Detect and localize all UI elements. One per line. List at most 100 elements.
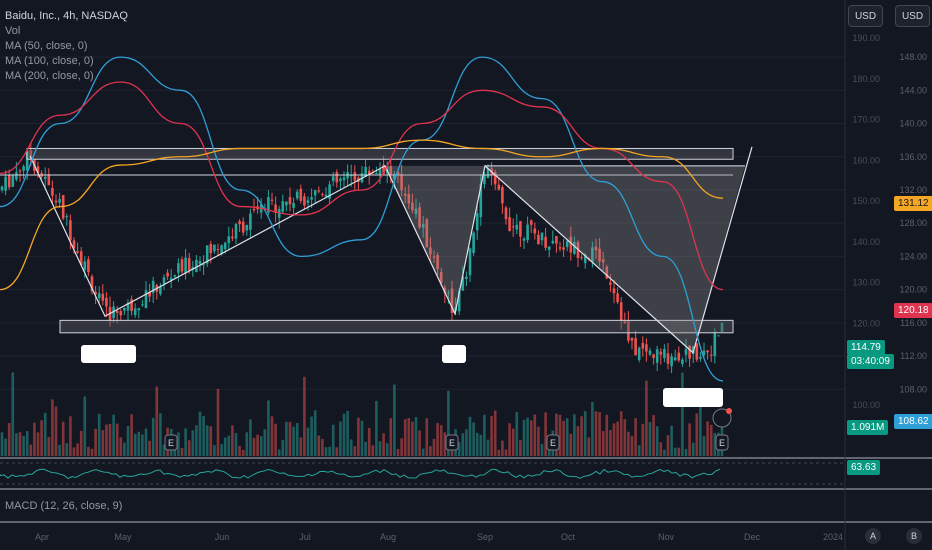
volume-bar <box>76 443 79 456</box>
event-dot <box>726 408 732 414</box>
candle-body <box>375 173 378 175</box>
candle-body <box>565 240 569 248</box>
label-box <box>81 345 136 363</box>
volume-bar <box>267 400 270 456</box>
volume-bar <box>83 396 87 456</box>
volume-bar <box>627 431 630 456</box>
volume-bar <box>43 412 47 456</box>
candle-body <box>234 223 238 239</box>
volume-bar <box>634 418 637 456</box>
pattern-triangle <box>485 165 745 353</box>
candle-body <box>605 266 609 279</box>
volume-bar <box>22 435 25 456</box>
volume-bar <box>137 431 141 456</box>
volume-bar <box>573 414 576 456</box>
ma100-price-badge: 120.18 <box>894 303 932 318</box>
volume-bar <box>490 415 493 456</box>
volume-bar <box>612 423 616 456</box>
y-tick-left: 190.00 <box>852 33 880 43</box>
countdown-badge: 03:40:09 <box>847 354 894 369</box>
volume-bar <box>511 428 515 456</box>
resistance-zone <box>26 147 734 160</box>
candle-body <box>238 221 241 225</box>
candle-body <box>479 183 483 218</box>
candle-body <box>303 196 306 206</box>
volume-bar <box>126 426 130 456</box>
volume-bar <box>87 446 90 456</box>
volume-bar <box>245 432 249 456</box>
candle-body <box>429 247 432 255</box>
candle-body <box>29 150 33 160</box>
volume-bar <box>259 436 263 456</box>
volume-bar <box>25 431 29 456</box>
candle-body <box>713 331 717 357</box>
candle-body <box>619 302 623 321</box>
volume-bar <box>594 411 598 456</box>
currency-button-left[interactable]: USD <box>848 5 883 27</box>
candle-body <box>43 176 47 179</box>
volume-bar <box>684 448 688 456</box>
volume-bar <box>339 421 342 456</box>
candle-body <box>223 242 227 250</box>
auto-scale-button[interactable]: A <box>865 528 881 544</box>
candle-body <box>583 254 587 263</box>
candle-body <box>508 217 511 232</box>
candle-body <box>717 335 720 337</box>
currency-button-right[interactable]: USD <box>895 5 930 27</box>
candle-body <box>321 194 324 196</box>
legend-volume: Vol <box>5 25 21 37</box>
ma200-price-badge: 131.12 <box>894 196 932 211</box>
candle-body <box>141 304 144 306</box>
earnings-marker <box>445 434 459 451</box>
volume-bar <box>40 420 43 456</box>
volume-bar <box>105 424 108 456</box>
volume-bars <box>0 372 724 456</box>
volume-bar <box>123 442 126 456</box>
earnings-marker <box>546 434 560 451</box>
y-tick-right: 136.00 <box>899 152 927 162</box>
volume-bar <box>587 437 591 456</box>
volume-bar <box>249 419 252 456</box>
volume-bar <box>331 424 335 456</box>
candle-body <box>4 176 7 191</box>
volume-bar <box>486 439 490 456</box>
volume-bar <box>529 420 533 456</box>
log-scale-button[interactable]: B <box>906 528 922 544</box>
candle-body <box>551 240 555 244</box>
candle-body <box>47 174 51 186</box>
candle-body <box>342 177 346 181</box>
volume-bar <box>468 416 472 456</box>
volume-bar <box>605 414 609 456</box>
volume-bar <box>184 428 187 456</box>
volume-bar <box>263 429 267 456</box>
volume-bar <box>101 430 105 456</box>
candle-body <box>58 199 61 203</box>
volume-bar <box>130 414 133 456</box>
volume-bar <box>378 441 382 456</box>
volume-bar <box>65 443 69 456</box>
volume-bar <box>637 445 641 456</box>
volume-bar <box>375 400 378 456</box>
volume-bar <box>295 423 299 456</box>
volume-bar <box>713 433 717 456</box>
candle-body <box>274 204 277 213</box>
candle-body <box>105 297 108 307</box>
candle-body <box>241 221 245 233</box>
volume-bar <box>281 439 285 456</box>
volume-bar <box>288 421 292 456</box>
y-tick-right: 132.00 <box>899 185 927 195</box>
volume-bar <box>252 437 256 456</box>
y-tick-left: 140.00 <box>852 237 880 247</box>
candle-body <box>709 354 713 356</box>
volume-bar <box>159 413 162 456</box>
candle-body <box>645 344 648 352</box>
candle-body <box>277 209 281 218</box>
candle-body <box>353 172 357 181</box>
volume-bar <box>681 372 684 456</box>
candle-body <box>263 207 267 209</box>
candle-body <box>11 175 15 187</box>
volume-bar <box>238 445 241 456</box>
candle-body <box>486 168 490 179</box>
candle-body <box>465 276 468 280</box>
